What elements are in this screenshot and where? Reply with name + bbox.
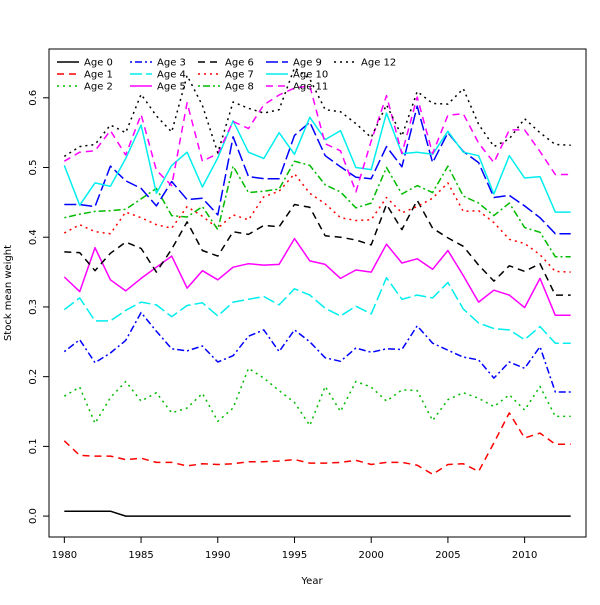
y-tick-label: 0.0 xyxy=(28,508,39,524)
legend-label: Age 7 xyxy=(225,70,254,81)
legend-label: Age 6 xyxy=(225,58,254,69)
plot-frame xyxy=(48,48,587,538)
series-line-age-0 xyxy=(64,510,571,517)
series-line-age-11 xyxy=(63,85,571,193)
legend-label: Age 9 xyxy=(293,58,322,69)
y-tick-label: 0.3 xyxy=(28,299,39,315)
legend-label: Age 3 xyxy=(157,58,186,69)
x-tick-label: 2005 xyxy=(435,550,460,561)
y-tick-label: 0.1 xyxy=(28,438,39,454)
y-tick-label: 0.4 xyxy=(28,229,39,245)
x-tick-label: 1990 xyxy=(205,550,230,561)
legend-label: Age 0 xyxy=(84,58,113,69)
legend-label: Age 5 xyxy=(157,82,186,93)
series-line-age-2 xyxy=(63,367,571,427)
series-line-age-3 xyxy=(63,311,571,393)
x-axis-label: Year xyxy=(300,576,323,587)
y-tick-label: 0.6 xyxy=(28,90,39,106)
series-line-age-8 xyxy=(64,160,571,258)
legend-label: Age 1 xyxy=(84,70,113,81)
y-tick-label: 0.5 xyxy=(28,160,39,176)
legend-label: Age 10 xyxy=(293,70,328,81)
series-line-age-6 xyxy=(64,199,571,296)
series-line-age-10 xyxy=(63,112,571,213)
legend-label: Age 8 xyxy=(225,82,254,93)
x-tick-label: 1980 xyxy=(52,550,77,561)
legend-label: Age 2 xyxy=(84,82,113,93)
series-lines xyxy=(63,67,571,517)
x-tick-label: 2010 xyxy=(512,550,537,561)
legend-label: Age 11 xyxy=(293,82,328,93)
x-tick-label: 1985 xyxy=(128,550,153,561)
y-tick-label: 0.2 xyxy=(28,369,39,385)
y-axis: 0.0 0.1 0.2 0.3 0.4 0.5 0.6 xyxy=(28,90,49,524)
x-tick-label: 2000 xyxy=(358,550,383,561)
series-line-age-7 xyxy=(63,173,571,273)
x-tick-label: 1995 xyxy=(282,550,307,561)
y-axis-label: Stock mean weight xyxy=(3,245,14,341)
legend-label: Age 4 xyxy=(157,70,186,81)
legend-label: Age 12 xyxy=(361,58,396,69)
series-line-age-5 xyxy=(63,237,571,317)
series-line-age-4 xyxy=(63,276,571,344)
x-axis: 1980 1985 1990 1995 2000 2005 2010 xyxy=(52,537,537,561)
series-line-age-9 xyxy=(64,105,571,235)
series-line-age-1 xyxy=(63,412,571,476)
